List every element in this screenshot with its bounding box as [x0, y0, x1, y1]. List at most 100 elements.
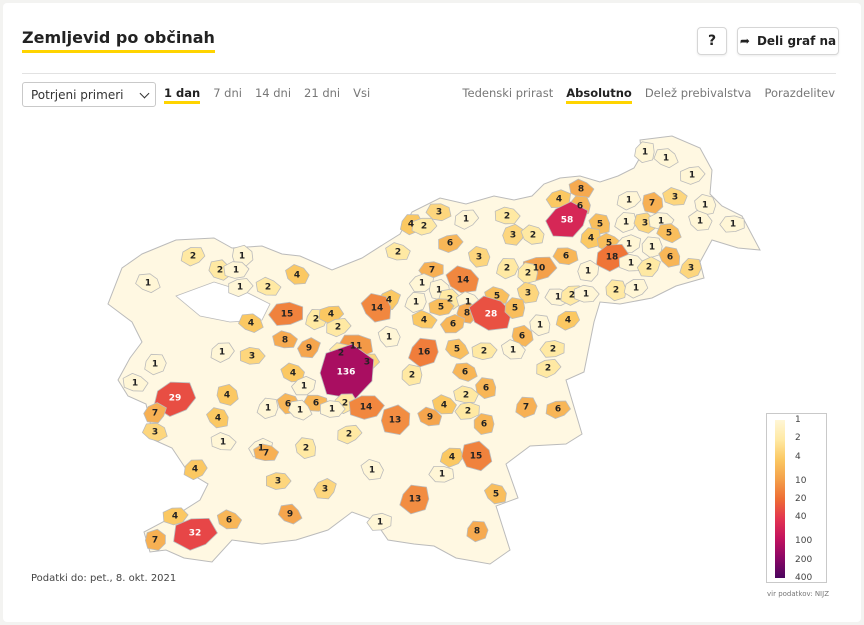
municipality-area[interactable]: [223, 261, 250, 279]
municipality-area[interactable]: [439, 447, 464, 468]
municipality-area[interactable]: [228, 278, 254, 298]
municipality-area[interactable]: [210, 432, 237, 451]
view-tab-absolute[interactable]: Absolutno: [566, 86, 632, 104]
municipality-area[interactable]: [319, 400, 346, 418]
municipality-area[interactable]: [411, 309, 438, 329]
municipality-area[interactable]: [552, 247, 579, 266]
municipality-area[interactable]: [366, 512, 392, 531]
municipality-area[interactable]: [634, 141, 655, 164]
municipality-area[interactable]: [141, 422, 168, 442]
municipality-area[interactable]: [280, 362, 305, 383]
municipality-area[interactable]: [642, 191, 664, 214]
municipality-area[interactable]: [653, 148, 679, 169]
municipality-area[interactable]: [475, 377, 497, 400]
period-tab-14-days[interactable]: 14 dni: [254, 86, 292, 100]
municipality-area[interactable]: [408, 337, 439, 368]
municipality-area[interactable]: [719, 215, 745, 233]
municipality-area[interactable]: [360, 458, 384, 481]
municipality-area[interactable]: [144, 528, 166, 551]
municipality-area[interactable]: [285, 264, 310, 285]
municipality-area[interactable]: [272, 330, 298, 349]
municipality-area[interactable]: [399, 484, 430, 515]
municipality-area[interactable]: [206, 407, 229, 429]
municipality-area[interactable]: [573, 284, 600, 303]
municipality-area[interactable]: [694, 193, 717, 216]
municipality-area[interactable]: [411, 217, 438, 236]
municipality-area[interactable]: [404, 291, 427, 314]
municipality-area[interactable]: [216, 383, 239, 406]
municipality-area[interactable]: [467, 245, 491, 268]
municipality-area[interactable]: [180, 247, 206, 267]
municipality-area[interactable]: [417, 406, 443, 427]
municipality-area[interactable]: [483, 483, 507, 505]
municipality-area[interactable]: [265, 472, 292, 490]
municipality-area[interactable]: [454, 209, 480, 230]
municipality-area[interactable]: [360, 293, 392, 323]
municipality-area[interactable]: [616, 191, 642, 211]
municipality-area[interactable]: [348, 395, 385, 420]
municipality-area[interactable]: [210, 342, 235, 363]
municipality-area[interactable]: [291, 375, 317, 396]
municipality-area[interactable]: [496, 258, 519, 280]
municipality-area[interactable]: [516, 281, 540, 304]
municipality-area[interactable]: [408, 273, 435, 293]
municipality-area[interactable]: [662, 187, 688, 206]
municipality-area[interactable]: [494, 206, 521, 225]
municipality-area[interactable]: [428, 298, 455, 316]
municipality-area[interactable]: [297, 337, 321, 359]
municipality-area[interactable]: [255, 276, 282, 296]
municipality-area[interactable]: [502, 223, 525, 246]
municipality-area[interactable]: [277, 503, 303, 525]
municipality-area[interactable]: [545, 201, 589, 238]
period-tab-1-day[interactable]: 1 dan: [164, 86, 201, 104]
municipality-area[interactable]: [623, 278, 649, 299]
municipality-area[interactable]: [580, 227, 601, 250]
municipality-area[interactable]: [256, 397, 279, 420]
municipality-area[interactable]: [337, 424, 363, 445]
municipality-area[interactable]: [679, 257, 702, 280]
municipality-area[interactable]: [425, 203, 452, 222]
municipality-area[interactable]: [539, 340, 565, 358]
municipality-area[interactable]: [688, 210, 713, 231]
municipality-area[interactable]: [577, 259, 600, 282]
municipality-area[interactable]: [239, 346, 266, 365]
municipality-area[interactable]: [504, 297, 526, 320]
municipality-area[interactable]: [461, 440, 493, 472]
municipality-area[interactable]: [313, 478, 337, 500]
municipality-area[interactable]: [453, 385, 480, 404]
view-tab-distribution[interactable]: Porazdelitev: [764, 86, 835, 100]
municipality-area[interactable]: [529, 314, 551, 337]
municipality-area[interactable]: [445, 338, 470, 360]
municipality-area[interactable]: [183, 459, 208, 481]
municipality-area[interactable]: [680, 166, 706, 185]
metric-select[interactable]: Potrjeni primeri: [22, 82, 156, 107]
municipality-area[interactable]: [173, 518, 218, 551]
municipality-area[interactable]: [135, 273, 161, 294]
municipality-area[interactable]: [122, 372, 149, 392]
municipality-area[interactable]: [377, 325, 401, 348]
municipality-area[interactable]: [238, 313, 264, 333]
municipality-area[interactable]: [452, 362, 478, 382]
municipality-area[interactable]: [253, 443, 280, 462]
municipality-area[interactable]: [466, 520, 489, 543]
municipality-area[interactable]: [454, 401, 480, 420]
municipality-area[interactable]: [536, 358, 562, 379]
municipality-area[interactable]: [636, 256, 661, 278]
help-button[interactable]: ?: [697, 27, 727, 55]
municipality-area[interactable]: [385, 242, 411, 261]
municipality-area[interactable]: [295, 437, 317, 460]
municipality-area[interactable]: [439, 314, 466, 334]
municipality-area[interactable]: [473, 413, 495, 435]
period-tab-7-days[interactable]: 7 dni: [213, 86, 242, 100]
municipality-area[interactable]: [641, 236, 663, 259]
municipality-area[interactable]: [500, 339, 526, 360]
municipality-area[interactable]: [511, 324, 534, 347]
municipality-area[interactable]: [288, 399, 313, 421]
municipality-area[interactable]: [144, 353, 167, 376]
view-tab-weekly-growth[interactable]: Tedenski prirast: [462, 86, 554, 100]
municipality-area[interactable]: [428, 465, 455, 483]
municipality-area[interactable]: [471, 342, 498, 361]
municipality-area[interactable]: [614, 212, 637, 233]
view-tab-population-share[interactable]: Delež prebivalstva: [644, 86, 752, 100]
municipality-area[interactable]: [658, 246, 681, 268]
